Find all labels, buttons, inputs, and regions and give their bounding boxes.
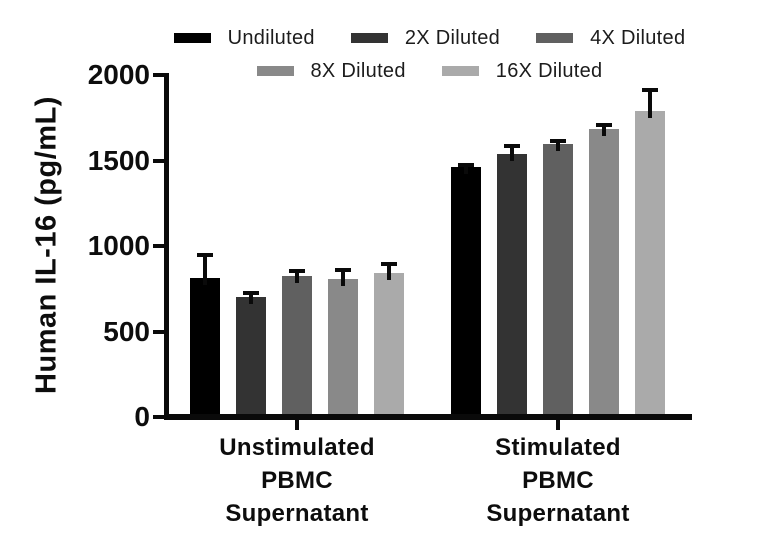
- legend-label: 4X Diluted: [590, 26, 686, 49]
- category-label-line: Unstimulated: [219, 434, 375, 461]
- y-tick: [153, 244, 165, 248]
- legend-item: 2X Diluted: [350, 26, 501, 50]
- error-bar-stem: [387, 263, 391, 281]
- error-bar-stem: [510, 145, 514, 161]
- x-tick: [556, 420, 560, 430]
- bar: [328, 279, 358, 417]
- error-bar-stem: [648, 89, 652, 118]
- error-bar-cap: [458, 162, 474, 167]
- bar: [543, 144, 573, 417]
- legend-item: 8X Diluted: [256, 59, 406, 83]
- category-label: Stimulated PBMC Supernatant: [418, 431, 698, 530]
- error-bar-cap: [335, 267, 351, 272]
- category-label-line: Stimulated: [495, 434, 621, 461]
- y-tick: [153, 158, 165, 163]
- x-axis-line: [164, 414, 692, 420]
- category-label: Unstimulated PBMC Supernatant: [157, 431, 437, 530]
- error-bar-cap: [197, 252, 213, 257]
- legend-swatch: [536, 33, 574, 43]
- category-label-line: PBMC: [261, 467, 333, 494]
- legend-swatch: [256, 66, 294, 76]
- y-tick-label: 0: [134, 401, 150, 432]
- y-tick: [153, 415, 165, 419]
- error-bar-cap: [243, 290, 259, 295]
- error-bar-cap: [596, 123, 612, 128]
- legend-row: 8X Diluted 16X Diluted: [256, 59, 603, 83]
- category-label-line: Supernatant: [486, 500, 630, 527]
- error-bar-stem: [249, 292, 253, 305]
- error-bar-cap: [550, 139, 566, 144]
- y-tick: [153, 73, 165, 77]
- error-bar-stem: [602, 125, 606, 136]
- bar: [374, 273, 404, 417]
- bar: [451, 167, 481, 417]
- legend-label: 2X Diluted: [404, 26, 501, 49]
- legend-item: Undiluted: [173, 26, 315, 50]
- legend-swatch: [441, 66, 479, 76]
- error-bar-cap: [642, 87, 658, 92]
- bar: [236, 297, 266, 417]
- legend-swatch: [350, 33, 388, 43]
- legend-item: 4X Diluted: [536, 27, 685, 50]
- legend-item: 16X Diluted: [441, 59, 603, 83]
- legend-label: 8X Diluted: [310, 59, 406, 82]
- error-bar-stem: [341, 269, 345, 287]
- legend-row: Undiluted 2X Diluted 4X Diluted: [173, 26, 686, 50]
- y-tick-label: 1000: [87, 230, 150, 261]
- error-bar-stem: [203, 254, 207, 286]
- error-bar-stem: [295, 270, 299, 284]
- error-bar-cap: [504, 143, 520, 148]
- error-bar-stem: [556, 141, 560, 152]
- y-tick: [153, 329, 165, 334]
- category-label-line: PBMC: [522, 467, 594, 494]
- y-axis-line: [164, 73, 169, 419]
- legend-label: Undiluted: [227, 26, 315, 49]
- error-bar-cap: [289, 268, 305, 273]
- bar: [497, 153, 527, 417]
- y-tick-label: 1500: [87, 144, 150, 176]
- bar: [190, 278, 220, 417]
- category-label-line: Supernatant: [225, 500, 369, 527]
- x-tick: [295, 420, 299, 430]
- y-tick-label: 2000: [87, 59, 150, 90]
- bar: [282, 276, 312, 417]
- error-bar-cap: [381, 261, 397, 266]
- y-tick-label: 500: [103, 315, 150, 347]
- legend-label: 16X Diluted: [495, 59, 603, 82]
- chart-legend: Undiluted 2X Diluted 4X Diluted 8X Diluted 1…: [168, 26, 691, 83]
- bar: [589, 128, 619, 417]
- error-bar-stem: [464, 164, 468, 175]
- legend-swatch: [173, 33, 211, 43]
- bar: [635, 110, 665, 417]
